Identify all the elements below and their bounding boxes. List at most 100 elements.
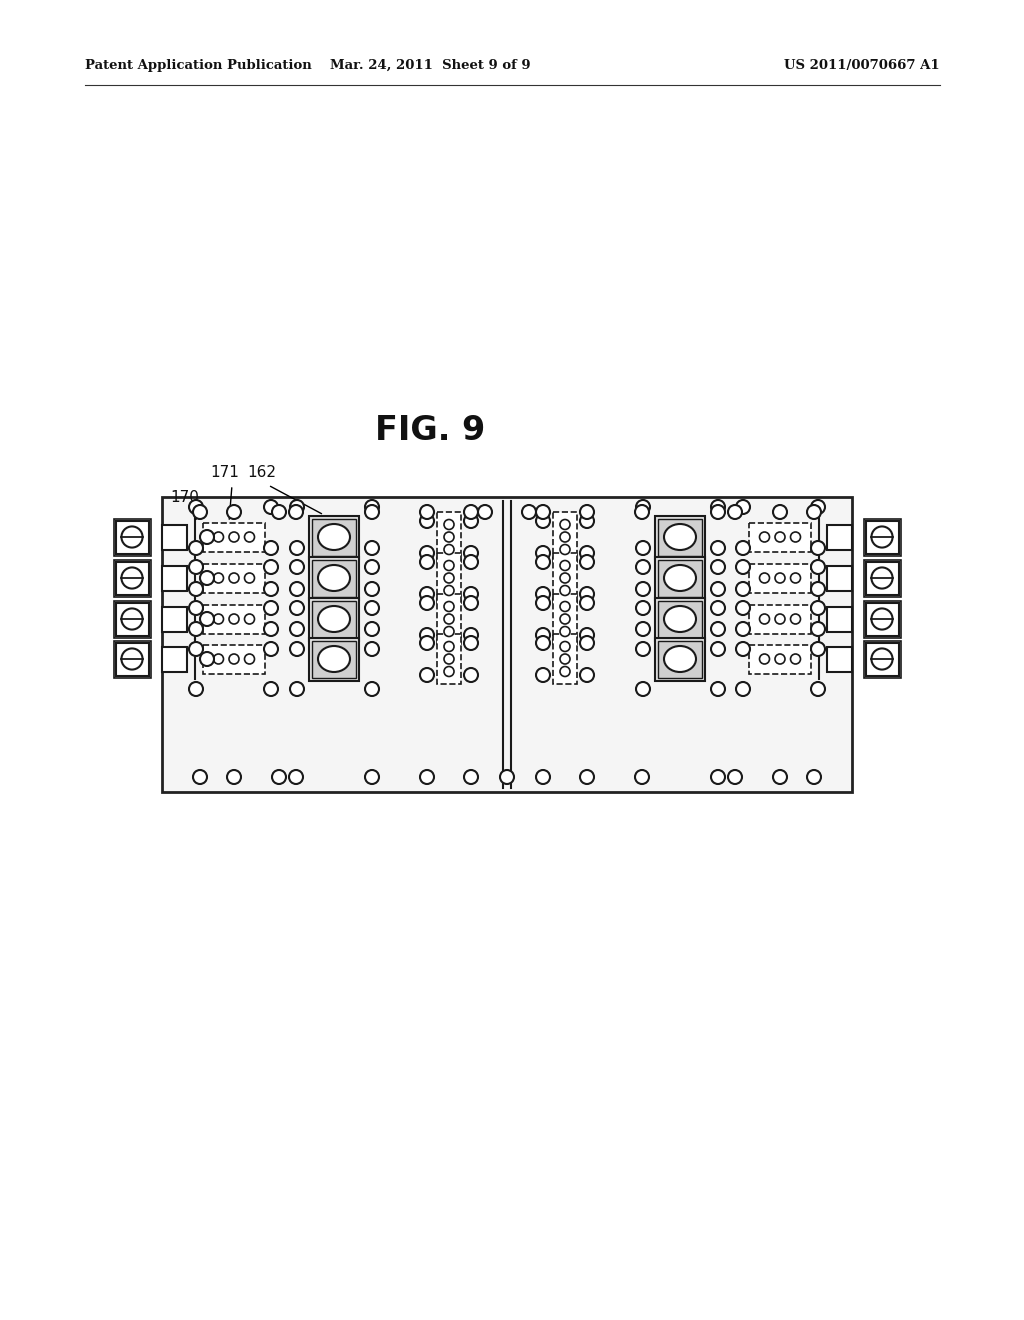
Bar xyxy=(437,553,461,603)
Circle shape xyxy=(227,506,241,519)
Circle shape xyxy=(213,614,223,624)
Circle shape xyxy=(636,582,650,597)
Circle shape xyxy=(464,668,478,682)
Circle shape xyxy=(736,541,750,554)
Circle shape xyxy=(464,597,478,610)
Bar xyxy=(437,594,461,644)
Circle shape xyxy=(728,506,742,519)
Circle shape xyxy=(264,500,278,513)
Circle shape xyxy=(536,587,550,601)
Circle shape xyxy=(444,561,454,570)
Circle shape xyxy=(365,642,379,656)
Circle shape xyxy=(245,573,255,583)
Circle shape xyxy=(736,622,750,636)
Circle shape xyxy=(200,531,214,544)
Bar xyxy=(162,524,187,549)
Circle shape xyxy=(200,652,214,667)
Circle shape xyxy=(444,586,454,595)
Circle shape xyxy=(871,648,893,669)
Circle shape xyxy=(464,587,478,601)
Circle shape xyxy=(536,546,550,560)
Circle shape xyxy=(522,506,536,519)
Circle shape xyxy=(189,601,203,615)
Circle shape xyxy=(636,560,650,574)
Bar xyxy=(863,560,900,597)
Circle shape xyxy=(213,573,223,583)
Bar xyxy=(827,565,852,590)
Circle shape xyxy=(536,668,550,682)
Circle shape xyxy=(580,628,594,642)
Circle shape xyxy=(464,506,478,519)
Circle shape xyxy=(580,597,594,610)
Bar xyxy=(203,523,265,552)
Circle shape xyxy=(736,560,750,574)
Circle shape xyxy=(365,622,379,636)
Circle shape xyxy=(736,682,750,696)
Ellipse shape xyxy=(664,565,696,591)
Text: 170: 170 xyxy=(171,490,200,506)
Circle shape xyxy=(193,770,207,784)
Circle shape xyxy=(636,642,650,656)
Circle shape xyxy=(560,653,570,664)
Circle shape xyxy=(420,628,434,642)
Circle shape xyxy=(736,642,750,656)
Bar xyxy=(749,644,811,673)
Circle shape xyxy=(760,614,769,624)
Circle shape xyxy=(464,546,478,560)
Bar xyxy=(865,602,898,635)
Bar xyxy=(655,557,705,599)
Bar xyxy=(553,594,577,644)
Circle shape xyxy=(420,554,434,569)
Bar xyxy=(309,638,359,681)
Circle shape xyxy=(773,506,787,519)
Circle shape xyxy=(229,614,239,624)
Bar xyxy=(863,640,900,677)
Circle shape xyxy=(811,682,825,696)
Circle shape xyxy=(420,506,434,519)
Circle shape xyxy=(711,770,725,784)
Circle shape xyxy=(420,668,434,682)
Bar xyxy=(658,560,702,597)
Bar xyxy=(658,519,702,556)
Bar xyxy=(749,564,811,593)
Circle shape xyxy=(711,601,725,615)
Bar xyxy=(553,512,577,562)
Circle shape xyxy=(635,506,649,519)
Circle shape xyxy=(365,582,379,597)
Circle shape xyxy=(444,627,454,636)
Bar xyxy=(162,565,187,590)
Circle shape xyxy=(807,506,821,519)
Circle shape xyxy=(289,506,303,519)
Circle shape xyxy=(213,532,223,543)
Bar xyxy=(312,601,356,638)
Circle shape xyxy=(636,500,650,513)
Circle shape xyxy=(444,520,454,529)
Circle shape xyxy=(635,770,649,784)
Bar xyxy=(116,561,148,594)
Circle shape xyxy=(560,642,570,652)
Circle shape xyxy=(775,532,785,543)
Circle shape xyxy=(811,500,825,513)
Bar xyxy=(116,602,148,635)
Circle shape xyxy=(420,597,434,610)
Circle shape xyxy=(229,532,239,543)
Circle shape xyxy=(536,628,550,642)
Bar xyxy=(437,634,461,684)
Circle shape xyxy=(536,597,550,610)
Circle shape xyxy=(213,653,223,664)
Circle shape xyxy=(736,601,750,615)
Bar xyxy=(309,598,359,640)
Circle shape xyxy=(580,554,594,569)
Circle shape xyxy=(464,513,478,528)
Bar xyxy=(827,647,852,672)
Circle shape xyxy=(189,582,203,597)
Circle shape xyxy=(811,642,825,656)
Circle shape xyxy=(189,541,203,554)
Circle shape xyxy=(189,642,203,656)
Bar xyxy=(312,519,356,556)
Circle shape xyxy=(580,506,594,519)
Circle shape xyxy=(580,668,594,682)
Circle shape xyxy=(807,770,821,784)
Circle shape xyxy=(464,628,478,642)
Circle shape xyxy=(636,601,650,615)
